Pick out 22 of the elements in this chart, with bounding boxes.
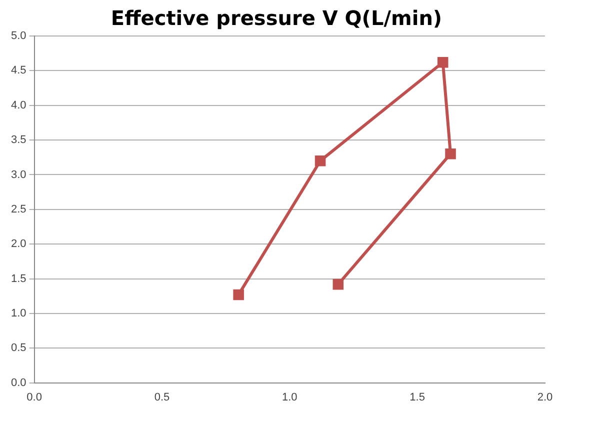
point [233, 289, 244, 300]
x-tick-label: 1.0 [282, 391, 298, 404]
x-tick-label: 1.5 [410, 391, 425, 404]
y-tick-label: 3.5 [10, 134, 26, 146]
y-tick-label: 1.0 [10, 307, 26, 320]
y-tick-label: 5.0 [10, 30, 26, 42]
y-tick-label: 1.5 [10, 272, 26, 285]
y-tick-label: 4.0 [10, 99, 26, 112]
y-tick-label: 0.0 [10, 376, 26, 389]
point [437, 56, 448, 68]
point [314, 155, 326, 166]
x-tick-label: 0.5 [154, 391, 170, 404]
y-tick-label: 2.0 [10, 238, 26, 250]
y-tick-label: 2.5 [10, 203, 26, 216]
chart-title: Effective pressure V Q(L/min) [110, 6, 442, 30]
x-tick-label: 0.0 [26, 391, 42, 404]
y-tick-label: 3.0 [10, 168, 26, 181]
y-tick-label: 0.5 [10, 342, 26, 354]
x-tick-label: 2.0 [537, 391, 553, 404]
y-tick-label: 4.5 [10, 64, 26, 77]
point [332, 278, 344, 290]
point [445, 148, 456, 160]
